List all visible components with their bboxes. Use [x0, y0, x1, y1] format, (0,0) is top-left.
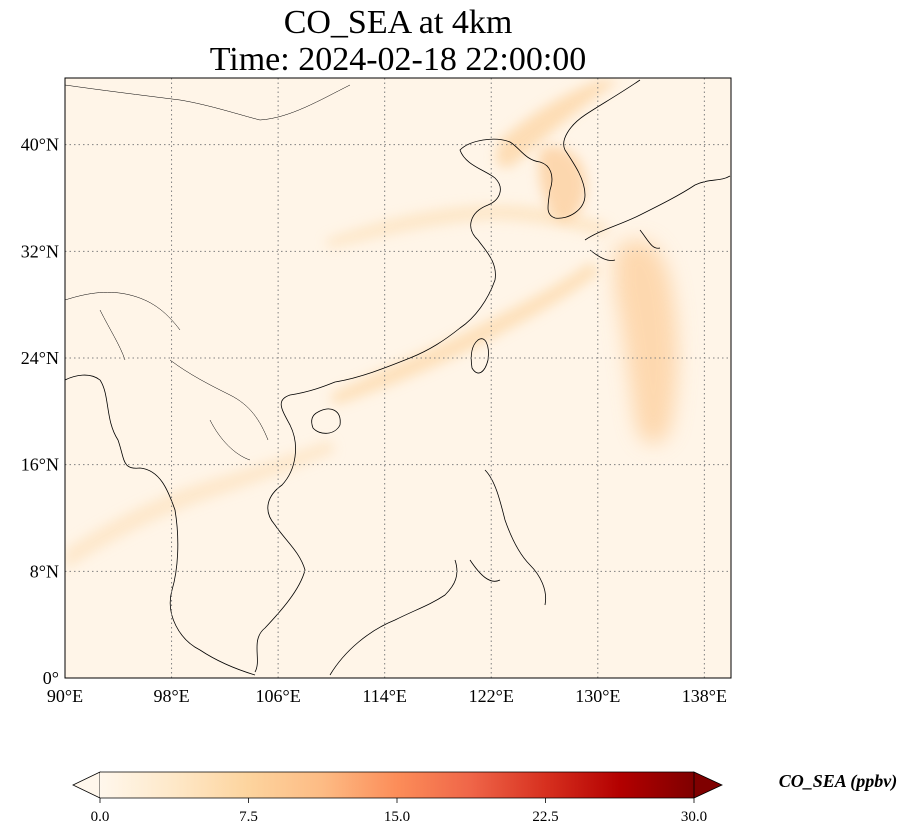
- title-line-2: Time: 2024-02-18 22:00:00: [210, 41, 587, 78]
- colorbar-tick-label: 30.0: [681, 809, 707, 825]
- coastline-asia-mainland: [65, 79, 641, 676]
- colorbar-tick-label: 15.0: [384, 809, 410, 825]
- colorbar-extend-high: [693, 771, 723, 799]
- plume-indochina: [65, 440, 335, 570]
- lon-tick-label: 90°E: [47, 686, 83, 706]
- coastline-borneo: [329, 559, 458, 676]
- colorbar-tick-label: 22.5: [532, 809, 558, 825]
- colorbar: 0.0 7.5 15.0 22.5 30.0 CO_SEA (ppbv): [72, 771, 898, 825]
- lon-tick-label: 122°E: [469, 686, 514, 706]
- lat-tick-label: 8°N: [30, 561, 59, 581]
- colorbar-label: CO_SEA (ppbv): [779, 771, 898, 792]
- lon-tick-label: 138°E: [682, 686, 727, 706]
- coastlines: [65, 79, 731, 676]
- lon-tick-label: 106°E: [256, 686, 301, 706]
- plume-north-china: [325, 205, 610, 248]
- lat-tick-label: 0°: [43, 668, 59, 688]
- lat-tick-label: 32°N: [21, 241, 59, 261]
- colorbar-tick-label: 7.5: [239, 809, 258, 825]
- lon-tick-label: 98°E: [153, 686, 189, 706]
- lat-tick-label: 24°N: [21, 348, 59, 368]
- country-borders: [65, 84, 351, 461]
- longitude-tick-labels: 90°E 98°E 106°E 114°E 122°E 130°E 138°E: [47, 686, 727, 706]
- coastline-philippines: [469, 469, 547, 606]
- lat-tick-label: 16°N: [21, 455, 59, 475]
- coastline-taiwan: [470, 338, 489, 374]
- lat-tick-label: 40°N: [21, 135, 59, 155]
- coastline-japan: [584, 175, 731, 261]
- lon-tick-label: 130°E: [575, 686, 620, 706]
- colorbar-tick-label: 0.0: [91, 809, 110, 825]
- concentration-field: [65, 80, 678, 570]
- title-line-1: CO_SEA at 4km: [284, 4, 513, 41]
- plume-east-china-coastal: [330, 262, 600, 405]
- latitude-tick-labels: 0° 8°N 16°N 24°N 32°N 40°N: [21, 135, 59, 688]
- plume-korea-northeast: [495, 80, 620, 168]
- coastline-hainan: [311, 408, 341, 434]
- map-panel: [65, 78, 731, 678]
- colorbar-ticks: 0.0 7.5 15.0 22.5 30.0: [91, 798, 707, 825]
- colorbar-extend-low: [72, 771, 101, 799]
- gridlines: [65, 78, 731, 678]
- plume-japan-sea: [615, 240, 678, 444]
- map-frame: [64, 77, 732, 679]
- lon-tick-label: 114°E: [362, 686, 407, 706]
- colorbar-body: [100, 772, 694, 798]
